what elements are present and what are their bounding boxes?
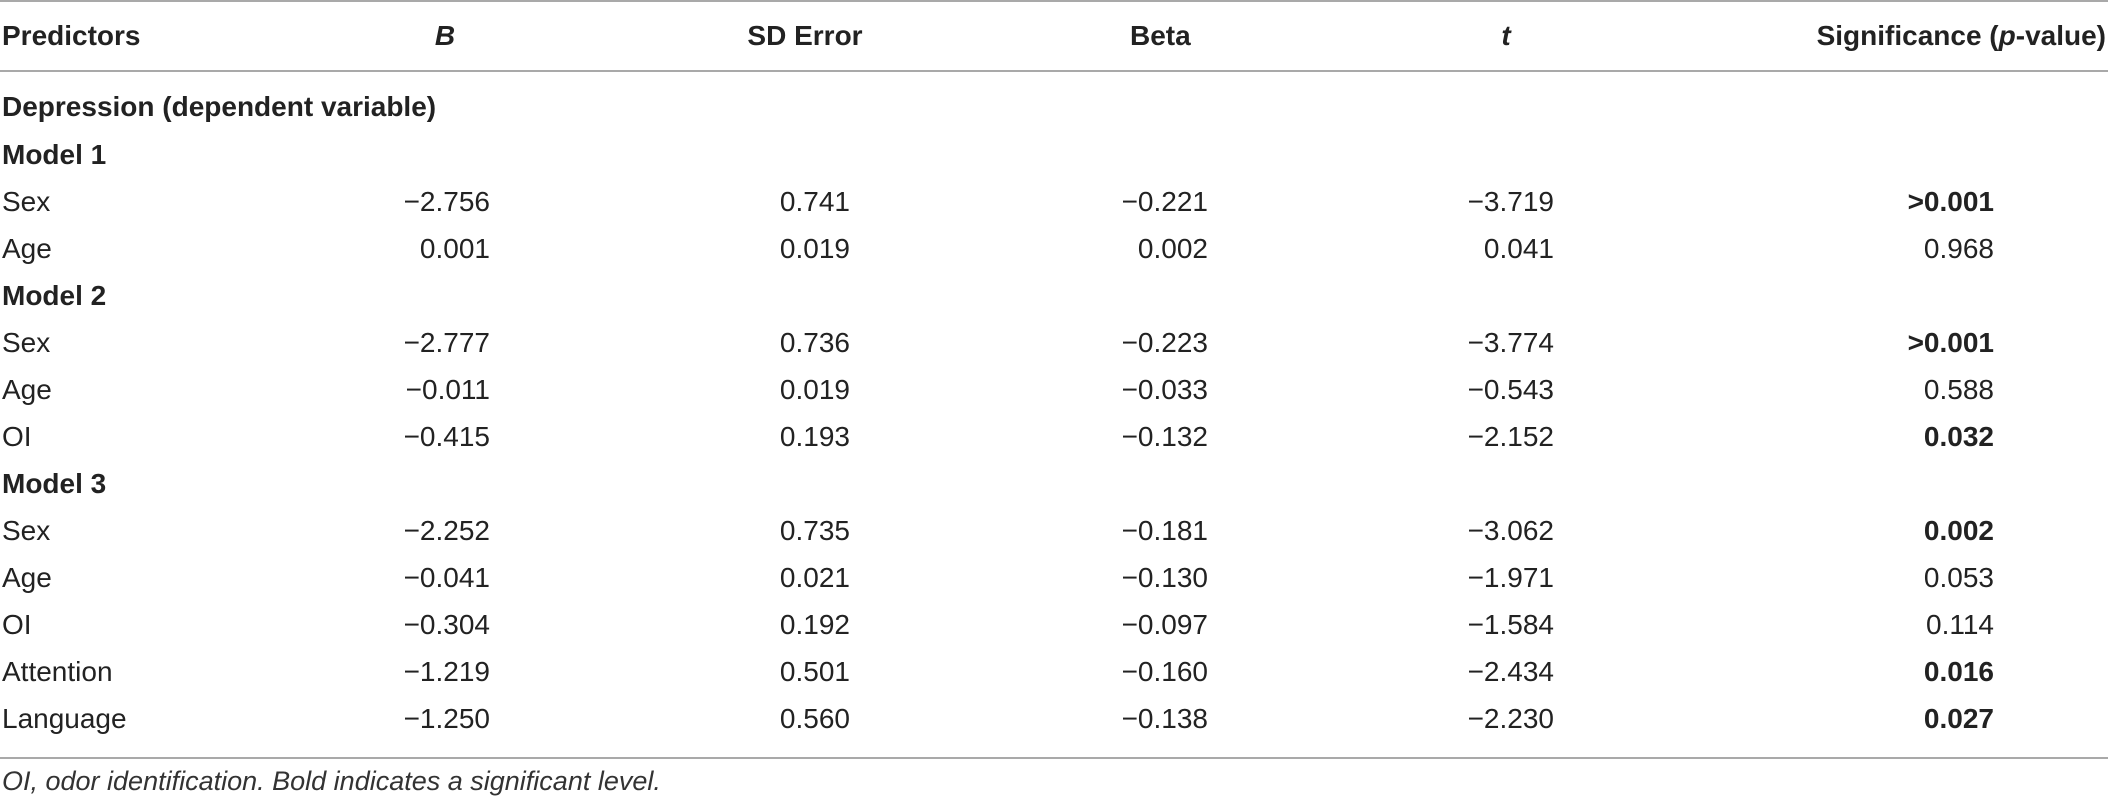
sd-error-cell: 0.021 — [779, 562, 850, 593]
sd-error-cell: 0.019 — [779, 233, 850, 264]
b-cell: −1.250 — [403, 703, 490, 734]
t-cell: −0.543 — [1467, 374, 1554, 405]
header-predictors: Predictors — [2, 20, 141, 51]
significance-cell: 0.053 — [1923, 562, 1994, 593]
predictor-cell: Attention — [2, 656, 113, 687]
t-cell: −2.434 — [1467, 656, 1554, 687]
t-cell: −2.152 — [1467, 421, 1554, 452]
sd-error-cell: 0.501 — [779, 656, 850, 687]
t-cell: −2.230 — [1467, 703, 1554, 734]
b-cell: −0.304 — [403, 609, 490, 640]
model-3-title: Model 3 — [2, 468, 107, 499]
model-2-heading: Model 2 — [0, 272, 2108, 319]
significance-cell: 0.016 — [1923, 656, 1994, 687]
b-cell: −1.219 — [403, 656, 490, 687]
table-row: OI −0.415 0.193 −0.132 −2.152 0.032 — [0, 413, 2108, 460]
t-cell: −1.584 — [1467, 609, 1554, 640]
header-significance: Significance (p-value) — [1816, 20, 2106, 51]
header-t: t — [1501, 20, 1511, 51]
dependent-variable-label: Depression (dependent variable) — [2, 91, 437, 122]
predictor-cell: OI — [2, 609, 32, 640]
beta-cell: −0.221 — [1121, 186, 1208, 217]
b-cell: 0.001 — [419, 233, 490, 264]
predictor-cell: Language — [2, 703, 127, 734]
sd-error-cell: 0.741 — [779, 186, 850, 217]
bottom-rule — [0, 757, 2108, 759]
beta-cell: −0.033 — [1121, 374, 1208, 405]
table-row: OI −0.304 0.192 −0.097 −1.584 0.114 — [0, 601, 2108, 648]
t-cell: −3.774 — [1467, 327, 1554, 358]
predictor-cell: Age — [2, 562, 52, 593]
b-cell: −0.041 — [403, 562, 490, 593]
significance-cell: 0.588 — [1923, 374, 1994, 405]
model-3-heading: Model 3 — [0, 460, 2108, 507]
b-cell: −2.252 — [403, 515, 490, 546]
beta-cell: −0.223 — [1121, 327, 1208, 358]
model-2-title: Model 2 — [2, 280, 107, 311]
sd-error-cell: 0.736 — [779, 327, 850, 358]
b-cell: −0.415 — [403, 421, 490, 452]
model-1-heading: Model 1 — [0, 131, 2108, 178]
predictor-cell: Sex — [2, 515, 51, 546]
top-rule — [0, 0, 2108, 2]
sd-error-cell: 0.193 — [779, 421, 850, 452]
table-row: Sex −2.777 0.736 −0.223 −3.774 >0.001 — [0, 319, 2108, 366]
predictor-cell: Sex — [2, 186, 51, 217]
header-beta: Beta — [1130, 20, 1191, 51]
b-cell: −2.756 — [403, 186, 490, 217]
beta-cell: 0.002 — [1137, 233, 1208, 264]
t-cell: −1.971 — [1467, 562, 1554, 593]
beta-cell: −0.097 — [1121, 609, 1208, 640]
beta-cell: −0.181 — [1121, 515, 1208, 546]
significance-cell: 0.027 — [1923, 703, 1994, 734]
significance-cell: 0.114 — [1926, 609, 1994, 640]
sd-error-cell: 0.192 — [779, 609, 850, 640]
sd-error-cell: 0.019 — [779, 374, 850, 405]
t-cell: 0.041 — [1483, 233, 1554, 264]
significance-cell: >0.001 — [1907, 186, 1994, 217]
header-sd-error: SD Error — [747, 20, 863, 51]
header-b: B — [434, 20, 456, 51]
predictor-cell: Sex — [2, 327, 51, 358]
b-cell: −2.777 — [403, 327, 490, 358]
significance-cell: 0.032 — [1923, 421, 1994, 452]
table-row: Attention −1.219 0.501 −0.160 −2.434 0.016 — [0, 648, 2108, 695]
table-row: Sex −2.252 0.735 −0.181 −3.062 0.002 — [0, 507, 2108, 554]
predictor-cell: Age — [2, 233, 52, 264]
table-row: Age −0.041 0.021 −0.130 −1.971 0.053 — [0, 554, 2108, 601]
beta-cell: −0.160 — [1121, 656, 1208, 687]
header-row: Predictors B SD Error Beta t Significanc… — [0, 12, 2108, 59]
table-row: Sex −2.756 0.741 −0.221 −3.719 >0.001 — [0, 178, 2108, 225]
beta-cell: −0.132 — [1121, 421, 1208, 452]
table-row: Age 0.001 0.019 0.002 0.041 0.968 — [0, 225, 2108, 272]
header-rule — [0, 70, 2108, 72]
predictor-cell: OI — [2, 421, 32, 452]
significance-cell: 0.002 — [1923, 515, 1994, 546]
table-footnote: OI, odor identification. Bold indicates … — [2, 766, 661, 796]
significance-cell: >0.001 — [1907, 327, 1994, 358]
sd-error-cell: 0.560 — [779, 703, 850, 734]
sd-error-cell: 0.735 — [779, 515, 850, 546]
t-cell: −3.719 — [1467, 186, 1554, 217]
beta-cell: −0.130 — [1121, 562, 1208, 593]
table-row: Language −1.250 0.560 −0.138 −2.230 0.027 — [0, 695, 2108, 742]
b-cell: −0.011 — [405, 374, 490, 405]
table-row: Age −0.011 0.019 −0.033 −0.543 0.588 — [0, 366, 2108, 413]
dependent-variable-row: Depression (dependent variable) — [0, 83, 2108, 130]
significance-cell: 0.968 — [1923, 233, 1994, 264]
predictor-cell: Age — [2, 374, 52, 405]
model-1-title: Model 1 — [2, 139, 107, 170]
t-cell: −3.062 — [1467, 515, 1554, 546]
beta-cell: −0.138 — [1121, 703, 1208, 734]
